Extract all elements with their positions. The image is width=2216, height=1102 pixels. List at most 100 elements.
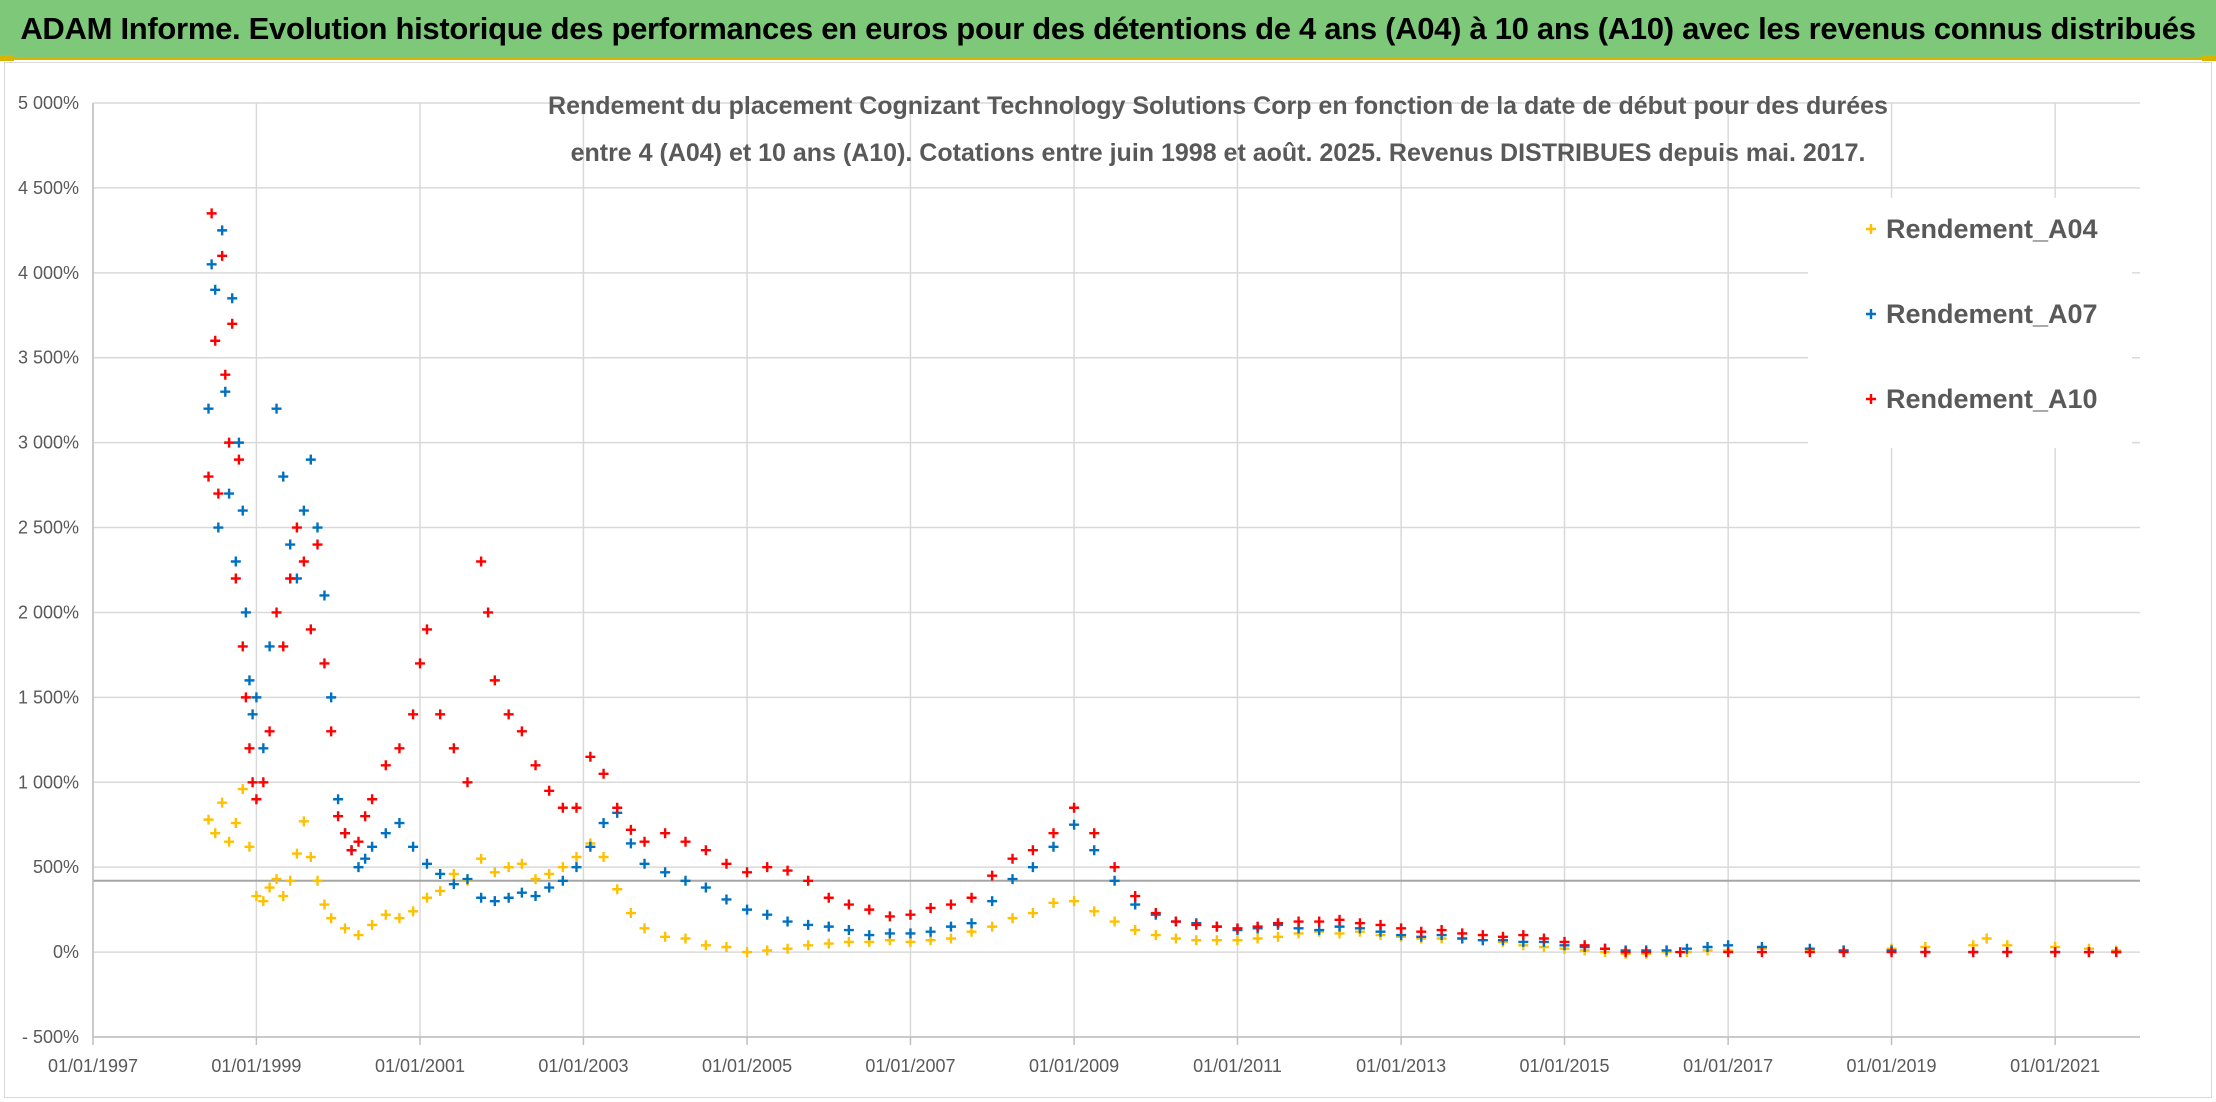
data-point [1293,916,1304,927]
data-point [843,936,854,947]
data-point [625,824,636,835]
data-point [271,607,282,618]
data-point [925,935,936,946]
data-point [408,906,419,917]
data-point [305,454,316,465]
data-point [503,709,514,720]
data-point [700,882,711,893]
data-point [421,858,432,869]
data-point [213,522,224,533]
y-tick-label: 4 000% [18,263,79,283]
legend-label: Rendement_A10 [1886,384,2098,414]
y-tick-label: 1 500% [18,687,79,707]
data-point [544,882,555,893]
data-point [1497,931,1508,942]
data-point [1027,862,1038,873]
data-point [585,841,596,852]
data-point [408,841,419,852]
data-point [864,904,875,915]
data-point [312,522,323,533]
data-point [598,851,609,862]
data-point [233,454,244,465]
data-point [220,369,231,380]
data-point [476,556,487,567]
x-tick-label: 01/01/2007 [865,1056,955,1076]
series-Rendement_A07 [203,225,2122,958]
data-point [1579,940,1590,951]
data-point [367,794,378,805]
data-point [598,768,609,779]
y-tick-label: 3 500% [18,348,79,368]
data-point [557,875,568,886]
data-point [247,777,258,788]
data-point [435,868,446,879]
data-point [353,862,364,873]
data-point [448,868,459,879]
y-tick-label: - 500% [22,1027,79,1047]
data-point [516,726,527,737]
data-point [1109,875,1120,886]
data-point [843,899,854,910]
data-point [803,940,814,951]
data-point [680,875,691,886]
data-point [823,892,834,903]
data-point [1477,930,1488,941]
y-tick-label: 2 000% [18,602,79,622]
data-point [1620,947,1631,958]
data-point [291,848,302,859]
data-point [2002,947,2013,958]
data-point [230,556,241,567]
legend-marker [1866,224,1876,234]
data-point [1375,919,1386,930]
data-point [1170,933,1181,944]
data-point [408,709,419,720]
data-point [966,892,977,903]
data-point [448,879,459,890]
data-point [966,918,977,929]
data-point [803,875,814,886]
report-banner: ADAM Informe. Evolution historique des p… [0,0,2216,60]
data-point [312,875,323,886]
data-point [312,539,323,550]
data-point [1069,802,1080,813]
data-point [333,811,344,822]
data-point [884,928,895,939]
data-point [319,590,330,601]
data-point [1027,908,1038,919]
data-point [251,891,262,902]
data-point [625,908,636,919]
x-tick-label: 01/01/1999 [211,1056,301,1076]
data-point [353,836,364,847]
data-point [264,882,275,893]
chart-title-line-2: entre 4 (A04) et 10 ans (A10). Cotations… [571,139,1866,167]
data-point [210,284,221,295]
data-point [285,875,296,886]
data-point [1436,925,1447,936]
data-point [346,845,357,856]
x-tick-label: 01/01/1997 [48,1056,138,1076]
chart-title-line-1: Rendement du placement Cognizant Technol… [548,92,1888,120]
data-point [1069,896,1080,907]
data-point [489,896,500,907]
data-point [340,923,351,934]
data-point [360,853,371,864]
data-point [1538,933,1549,944]
data-point [233,437,244,448]
data-point [782,916,793,927]
data-point [571,851,582,862]
data-point [230,818,241,829]
data-point [483,607,494,618]
data-point [516,887,527,898]
data-point [1211,921,1222,932]
data-point [782,943,793,954]
data-point [1416,926,1427,937]
data-point [639,923,650,934]
data-point [905,909,916,920]
data-point [1314,916,1325,927]
data-point [639,836,650,847]
data-point [503,892,514,903]
data-point [1109,916,1120,927]
data-point [264,641,275,652]
data-point [224,437,235,448]
data-point [298,505,309,516]
